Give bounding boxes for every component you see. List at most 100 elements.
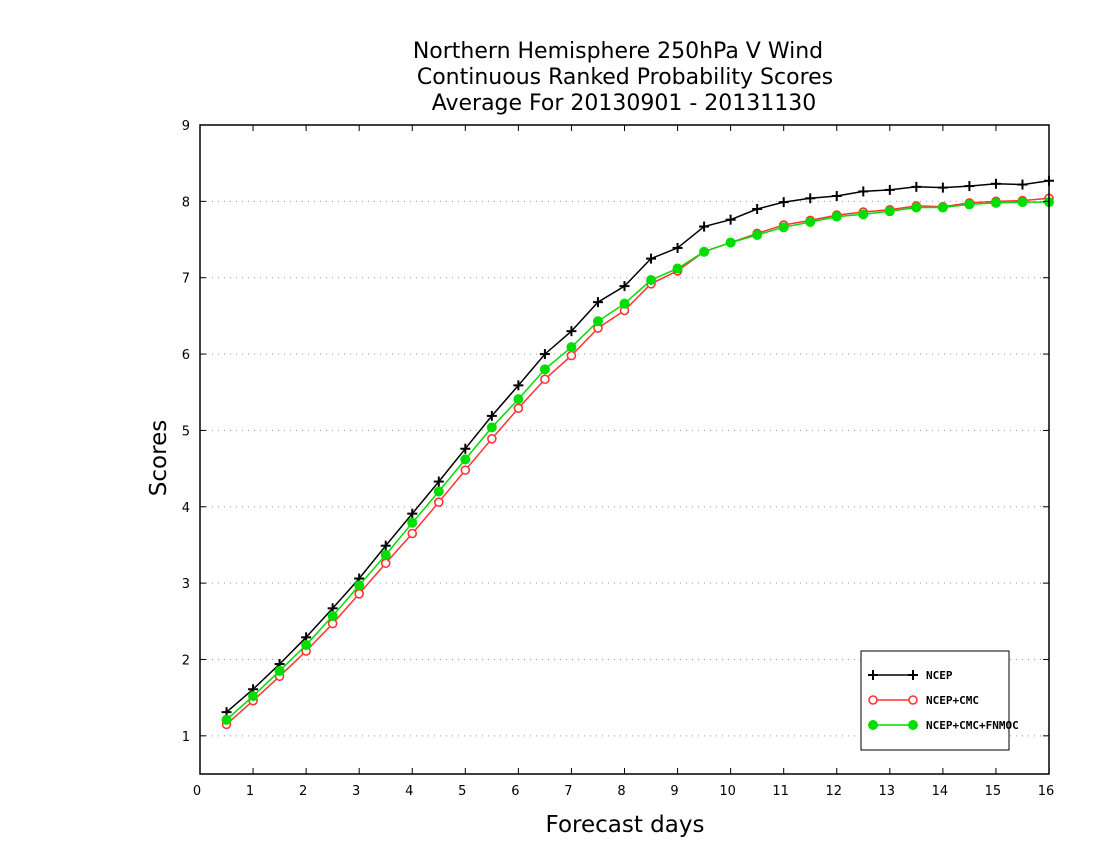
data-point-ncep-cmc-fnmoc (964, 199, 975, 210)
x-tick-label: 7 (564, 784, 572, 799)
data-point-ncep (725, 214, 736, 225)
data-point-ncep-cmc-fnmoc (858, 209, 869, 220)
data-point-ncep-cmc-fnmoc (354, 580, 365, 591)
data-point-ncep-cmc-fnmoc (274, 665, 285, 676)
y-tick-label: 7 (182, 272, 190, 287)
data-point-ncep (592, 297, 603, 308)
x-tick-label: 10 (719, 784, 736, 799)
data-point-ncep (566, 326, 577, 337)
data-point-ncep (911, 181, 922, 192)
y-tick-label: 1 (182, 730, 190, 745)
data-point-ncep (619, 281, 630, 292)
x-tick-label: 15 (985, 784, 1002, 799)
title-line-2: Continuous Ranked Probability Scores (417, 65, 833, 90)
data-point-ncep (884, 184, 895, 195)
data-point-ncep (460, 443, 471, 454)
x-tick-label: 2 (299, 784, 307, 799)
series-ncep (221, 175, 1054, 718)
legend-marker-start (868, 695, 878, 705)
data-point-ncep-cmc-fnmoc (513, 394, 524, 405)
data-point-ncep (805, 193, 816, 204)
legend-marker-end (908, 670, 918, 680)
x-tick-label: 5 (458, 784, 466, 799)
data-point-ncep-cmc-fnmoc (646, 274, 657, 285)
data-point-ncep-cmc (487, 434, 497, 444)
data-point-ncep (433, 476, 444, 487)
legend-marker-start (868, 670, 878, 680)
x-tick-label: 6 (511, 784, 519, 799)
x-tick-label: 13 (879, 784, 896, 799)
data-point-ncep-cmc-fnmoc (433, 486, 444, 497)
data-point-ncep (858, 186, 869, 197)
legend-label-ncep: NCEP (926, 669, 953, 682)
y-tick-label: 5 (182, 424, 190, 439)
x-tick-label: 1 (246, 784, 254, 799)
data-point-ncep (964, 181, 975, 192)
data-point-ncep-cmc (380, 558, 391, 569)
data-point-ncep (539, 349, 550, 360)
data-point-ncep-cmc-fnmoc (990, 197, 1001, 208)
legend-label-ncep-cmc-fnmoc: NCEP+CMC+FNMOC (926, 719, 1019, 732)
data-point-ncep-cmc-fnmoc (831, 211, 842, 222)
series-line-ncep-cmc (226, 197, 1050, 725)
x-tick-label: 9 (670, 784, 678, 799)
data-point-ncep (699, 221, 710, 232)
data-point-ncep-cmc-fnmoc (805, 216, 816, 227)
data-point-ncep-cmc-fnmoc (672, 263, 683, 274)
legend-marker-end (908, 695, 918, 705)
data-point-ncep-cmc-fnmoc (937, 202, 948, 213)
y-tick-label: 4 (182, 501, 190, 516)
y-tick-label: 3 (182, 577, 190, 592)
series-line-ncep (226, 179, 1050, 713)
legend-label-ncep-cmc: NCEP+CMC (926, 694, 979, 707)
legend-item-ncep-cmc-fnmoc: NCEP+CMC+FNMOC (868, 719, 1019, 732)
data-point-ncep-cmc-fnmoc (486, 422, 497, 433)
data-point-ncep (831, 191, 842, 202)
title-line-3: Average For 20130901 - 20131130 (432, 91, 817, 116)
data-point-ncep (752, 203, 763, 214)
data-point-ncep-cmc-fnmoc (380, 549, 391, 560)
y-axis: 1 2 3 4 5 6 7 8 9 (182, 119, 1049, 745)
data-point-ncep-cmc-fnmoc (911, 202, 922, 213)
data-point-ncep-cmc-fnmoc (566, 342, 577, 353)
x-tick-label: 4 (405, 784, 413, 799)
data-point-ncep-cmc-fnmoc (539, 364, 550, 375)
y-axis-title: Scores (146, 420, 172, 496)
x-tick-label: 0 (193, 784, 201, 799)
series-layer (221, 175, 1054, 730)
data-point-ncep-cmc (407, 528, 418, 539)
data-point-ncep-cmc-fnmoc (1017, 197, 1028, 208)
x-tick-label: 16 (1038, 784, 1055, 799)
data-point-ncep (486, 410, 497, 421)
data-point-ncep-cmc-fnmoc (301, 639, 312, 650)
data-point-ncep-cmc-fnmoc (725, 237, 736, 248)
data-point-ncep-cmc-fnmoc (327, 610, 338, 621)
data-point-ncep-cmc-fnmoc (778, 222, 789, 233)
y-tick-label: 6 (182, 348, 190, 363)
data-point-ncep-cmc-fnmoc (699, 246, 710, 257)
data-point-ncep-cmc-fnmoc (592, 316, 603, 327)
data-point-ncep-cmc (354, 589, 364, 599)
x-axis-title: Forecast days (546, 812, 705, 838)
series-ncep-cmc-fnmoc (221, 197, 1054, 725)
data-point-ncep (990, 178, 1001, 189)
chart-title: Northern Hemisphere 250hPa V Wind Contin… (413, 39, 833, 116)
data-point-ncep (407, 508, 418, 519)
series-line-ncep-cmc-fnmoc (226, 201, 1049, 721)
y-tick-label: 9 (182, 119, 190, 134)
data-point-ncep (672, 242, 683, 253)
title-line-1: Northern Hemisphere 250hPa V Wind (413, 39, 823, 64)
data-point-ncep-cmc (540, 374, 550, 385)
data-point-ncep-cmc-fnmoc (619, 298, 630, 309)
legend: NCEP NCEP+CMC NCEP+CMC+FNMOC (860, 650, 1019, 751)
x-axis: 0 1 2 3 4 5 6 7 8 9 10 11 12 13 14 15 16 (193, 125, 1054, 799)
data-point-ncep-cmc (513, 403, 524, 414)
data-point-ncep (937, 182, 948, 193)
data-point-ncep-cmc-fnmoc (884, 206, 895, 217)
data-point-ncep (513, 380, 524, 391)
x-tick-label: 8 (617, 784, 625, 799)
data-point-ncep-cmc-fnmoc (248, 691, 259, 702)
data-point-ncep-cmc (460, 465, 471, 475)
x-tick-label: 12 (825, 784, 842, 799)
data-point-ncep-cmc (566, 350, 577, 361)
